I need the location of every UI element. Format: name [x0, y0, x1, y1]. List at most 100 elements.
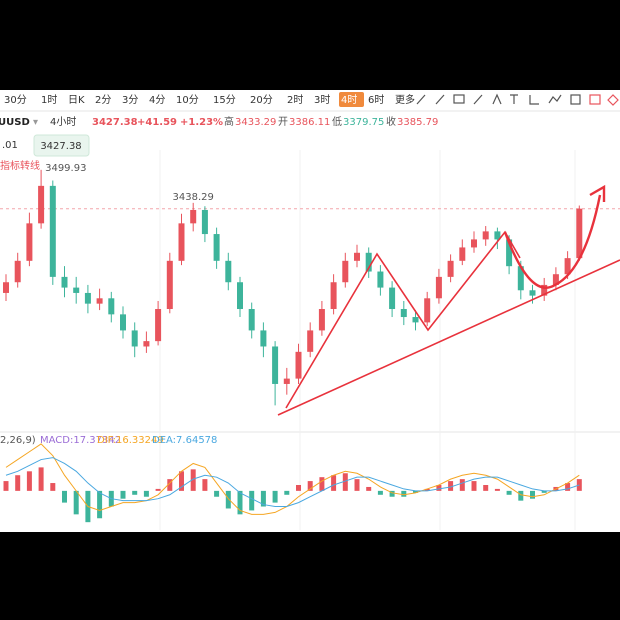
candle-body: [576, 208, 583, 259]
macd-bar: [260, 490, 266, 507]
candle-body: [155, 309, 162, 342]
macd-bar: [494, 488, 500, 491]
interval-tab[interactable]: 30分: [4, 94, 27, 106]
interval-tab[interactable]: 3时: [314, 94, 330, 106]
stat-value: 3386.11: [289, 117, 330, 128]
macd-bar: [143, 490, 149, 497]
interval-tab[interactable]: 日K: [68, 95, 85, 106]
candle-body: [190, 209, 197, 224]
macd-params: 2,26,9): [0, 435, 36, 446]
plot: 3499.93 3438.29: [0, 163, 620, 523]
app-area: [0, 90, 620, 532]
macd-bar: [249, 490, 255, 511]
stat-label: 低: [332, 115, 342, 128]
candle-body: [307, 330, 314, 352]
candle-body: [260, 330, 267, 347]
candle-body: [365, 252, 372, 272]
candle-body: [529, 290, 536, 296]
macd-bar: [530, 490, 535, 499]
macd-bar: [167, 479, 173, 491]
price: 3427.38: [92, 117, 138, 128]
candle-body: [178, 223, 185, 261]
stat-label: 收: [386, 115, 396, 128]
high-label: 3499.93: [45, 163, 86, 174]
interval-tab[interactable]: 20分: [250, 94, 273, 106]
macd-bar: [62, 490, 67, 503]
caret: ▾: [33, 117, 38, 128]
candle-body: [283, 378, 290, 384]
candle-body: [295, 351, 302, 379]
macd-bar: [424, 488, 430, 491]
interval-tab[interactable]: 1时: [41, 94, 57, 106]
interval-tab[interactable]: 2分: [95, 94, 111, 106]
candle-body: [517, 266, 524, 291]
candle-body: [471, 239, 477, 248]
stat-value: 3433.29: [235, 117, 276, 128]
macd-bar: [15, 475, 21, 491]
stat-label: 开: [278, 117, 288, 128]
interval-tab[interactable]: 2时: [287, 94, 303, 106]
interval-tab[interactable]: 4时: [341, 94, 357, 106]
macd-bar: [26, 471, 32, 491]
macd-bar: [50, 483, 56, 491]
macd-bar: [97, 490, 103, 519]
interval-tab[interactable]: 10分: [176, 94, 199, 106]
candle-body: [482, 231, 489, 240]
macd-bar: [342, 473, 348, 491]
macd-bar: [179, 471, 184, 491]
left-value: .01: [2, 140, 18, 151]
macd-bar: [319, 477, 325, 491]
candle-body: [96, 298, 103, 304]
candle-body: [564, 258, 571, 275]
candle-body: [541, 284, 548, 296]
candle-body: [84, 292, 91, 304]
candle-body: [143, 341, 150, 347]
interval-tab[interactable]: 4分: [149, 94, 165, 106]
macd-bar: [38, 467, 44, 491]
stat-label: 高: [224, 115, 234, 128]
macd-bar: [237, 490, 243, 515]
macd-bar: [73, 490, 79, 515]
candle-body: [131, 330, 138, 347]
candle-body: [400, 309, 407, 318]
macd-bar: [331, 475, 337, 491]
candle-body: [213, 234, 220, 261]
tool-icons[interactable]: [416, 93, 619, 106]
candle-body: [26, 223, 33, 261]
price-box-text: 3427.38: [40, 141, 81, 152]
candle-body: [342, 260, 349, 283]
candle-body: [318, 309, 325, 331]
candle-body: [424, 298, 431, 323]
macd-bar: [155, 488, 161, 491]
dea-label: DEA:7.64578: [152, 435, 217, 446]
candle-body: [412, 317, 419, 323]
interval-tab[interactable]: 3分: [122, 94, 138, 106]
interval-tab[interactable]: 15分: [213, 94, 236, 106]
macd-bar: [190, 469, 196, 491]
macd-bar: [459, 479, 465, 491]
candle-body: [38, 185, 45, 224]
macd-bar: [518, 490, 524, 501]
macd-bar: [354, 479, 360, 491]
macd-bar: [296, 485, 301, 491]
candle-body: [237, 282, 243, 310]
toolbar: 30分 1时 日K 2分 3分 4分 10分 15分 20分 2时 3时 4时 6时 更多: [4, 92, 415, 107]
macd-bar: [541, 490, 547, 493]
interval-tab[interactable]: 6时: [368, 94, 384, 106]
candle-body: [459, 247, 466, 261]
candle-body: [61, 276, 68, 288]
macd-bar: [120, 490, 126, 499]
macd-bar: [389, 490, 395, 497]
indicator-label: 指标转线: [0, 159, 40, 172]
candle-body: [435, 276, 442, 299]
candle-body: [49, 185, 56, 277]
symbol[interactable]: UUSD: [0, 117, 30, 128]
more-tab[interactable]: 更多: [395, 93, 415, 106]
candle-body: [552, 274, 559, 285]
dea-line: [5, 457, 580, 508]
interval[interactable]: 4小时: [50, 116, 76, 128]
active-tab: [339, 92, 364, 107]
macd-bar: [471, 481, 477, 491]
dif-label: DIF:16.33249: [97, 435, 164, 446]
